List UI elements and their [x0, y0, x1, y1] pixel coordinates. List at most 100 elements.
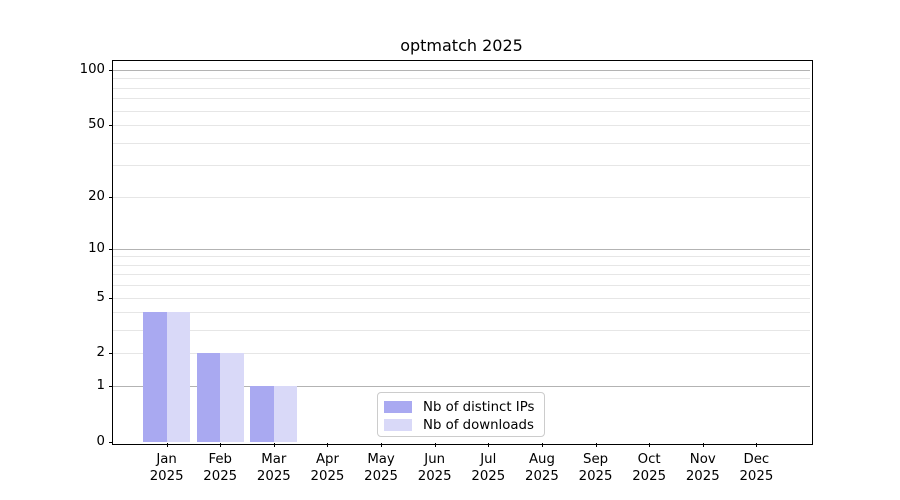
gridline-minor: [113, 110, 810, 112]
x-tick-year: 2025: [417, 469, 452, 484]
x-tick-label: Oct 2025: [609, 451, 689, 485]
gridline: [113, 353, 810, 355]
x-tick-label: Jun 2025: [395, 451, 475, 485]
legend-label-distinct-ips: Nb of distinct IPs: [423, 399, 535, 415]
gridline: [113, 196, 810, 198]
gridline-minor: [113, 87, 810, 89]
gridline-minor: [113, 285, 810, 287]
bars-layer: [113, 61, 810, 442]
x-tick-year: 2025: [203, 469, 238, 484]
bar-distinct-ips-jan: [143, 312, 167, 442]
x-tick-year: 2025: [471, 469, 506, 484]
y-tick-label: 100: [79, 62, 105, 78]
x-tick-label: Nov 2025: [663, 451, 743, 485]
x-tick-month: Nov: [689, 452, 716, 467]
y-tick-label: 0: [96, 434, 105, 449]
plot-area: [112, 60, 813, 445]
x-tick-mark: [541, 443, 543, 447]
x-tick-label: Mar 2025: [234, 451, 314, 485]
bar-downloads-jan: [166, 312, 191, 442]
x-tick-label: Apr 2025: [287, 451, 367, 485]
x-tick-year: 2025: [685, 469, 720, 484]
x-tick-label: May 2025: [341, 451, 421, 485]
y-tick-label: 20: [88, 188, 105, 204]
gridline-minor: [113, 78, 810, 80]
y-tick-label: 10: [88, 240, 105, 256]
chart-title: optmatch 2025: [400, 36, 523, 55]
y-tick-mark: [109, 125, 113, 127]
x-tick-year: 2025: [364, 469, 398, 484]
y-tick-mark: [109, 196, 113, 198]
gridline-minor: [113, 330, 810, 332]
gridline-minor: [113, 165, 810, 167]
bar-downloads-feb: [220, 353, 244, 442]
grid-layer: [113, 61, 810, 442]
x-tick-month: Jun: [424, 452, 446, 467]
bar-downloads-mar: [273, 386, 298, 442]
x-tick-month: Feb: [208, 452, 232, 467]
y-tick-mark: [109, 386, 113, 388]
x-tick-label: Jul 2025: [448, 451, 528, 485]
legend-label-downloads: Nb of downloads: [423, 417, 534, 433]
gridline-minor: [113, 98, 810, 100]
y-tick-label: 5: [96, 289, 105, 305]
y-tick-label: 1: [96, 378, 105, 394]
x-tick-month: Mar: [261, 452, 287, 467]
x-tick-mark: [381, 443, 383, 447]
x-tick-label: Dec 2025: [716, 451, 796, 485]
x-tick-year: 2025: [739, 469, 774, 484]
x-tick-mark: [702, 443, 704, 447]
x-tick-year: 2025: [149, 469, 184, 484]
legend-swatch-downloads: [384, 419, 412, 431]
x-tick-month: Apr: [315, 452, 339, 467]
gridline: [113, 297, 810, 299]
y-tick-mark: [109, 70, 113, 72]
gridline-minor: [113, 264, 810, 266]
bar-distinct-ips-mar: [250, 386, 274, 442]
x-tick-mark: [220, 443, 222, 447]
y-tick-mark: [109, 297, 113, 299]
gridline: [113, 248, 810, 250]
x-tick-mark: [756, 443, 758, 447]
y-tick-mark: [109, 442, 113, 443]
gridline: [113, 125, 810, 127]
gridline-minor: [113, 256, 810, 258]
x-tick-mark: [166, 443, 168, 447]
x-tick-label: Sep 2025: [556, 451, 636, 485]
x-tick-mark: [488, 443, 490, 447]
gridline-minor: [113, 274, 810, 276]
x-tick-mark: [327, 443, 329, 447]
x-tick-month: Dec: [743, 452, 770, 467]
bar-distinct-ips-feb: [196, 353, 221, 442]
x-tick-label: Feb 2025: [180, 451, 260, 485]
y-tick-mark: [109, 353, 113, 355]
x-tick-month: May: [367, 452, 395, 467]
legend-item-distinct-ips: Nb of distinct IPs: [384, 398, 538, 416]
legend: Nb of distinct IPs Nb of downloads: [377, 392, 545, 437]
x-tick-month: Aug: [528, 452, 555, 467]
x-tick-year: 2025: [310, 469, 345, 484]
gridline: [113, 386, 810, 388]
x-tick-month: Oct: [637, 452, 661, 467]
x-tick-month: Jan: [156, 452, 177, 467]
y-tick-label: 50: [88, 117, 105, 133]
legend-swatch-distinct-ips: [384, 401, 412, 413]
x-tick-year: 2025: [632, 469, 667, 484]
gridline-minor: [113, 142, 810, 144]
y-tick-mark: [109, 248, 113, 250]
x-tick-mark: [595, 443, 597, 447]
x-tick-year: 2025: [256, 469, 291, 484]
x-tick-month: Jul: [480, 452, 497, 467]
legend-item-downloads: Nb of downloads: [384, 416, 538, 434]
x-tick-month: Sep: [583, 452, 609, 467]
gridline-minor: [113, 312, 810, 314]
x-tick-mark: [273, 443, 275, 447]
y-tick-label: 2: [96, 345, 105, 361]
gridline: [113, 70, 810, 72]
x-tick-year: 2025: [578, 469, 613, 484]
x-tick-mark: [649, 443, 651, 447]
x-tick-label: Aug 2025: [502, 451, 582, 485]
x-tick-mark: [434, 443, 436, 447]
x-tick-year: 2025: [525, 469, 559, 484]
